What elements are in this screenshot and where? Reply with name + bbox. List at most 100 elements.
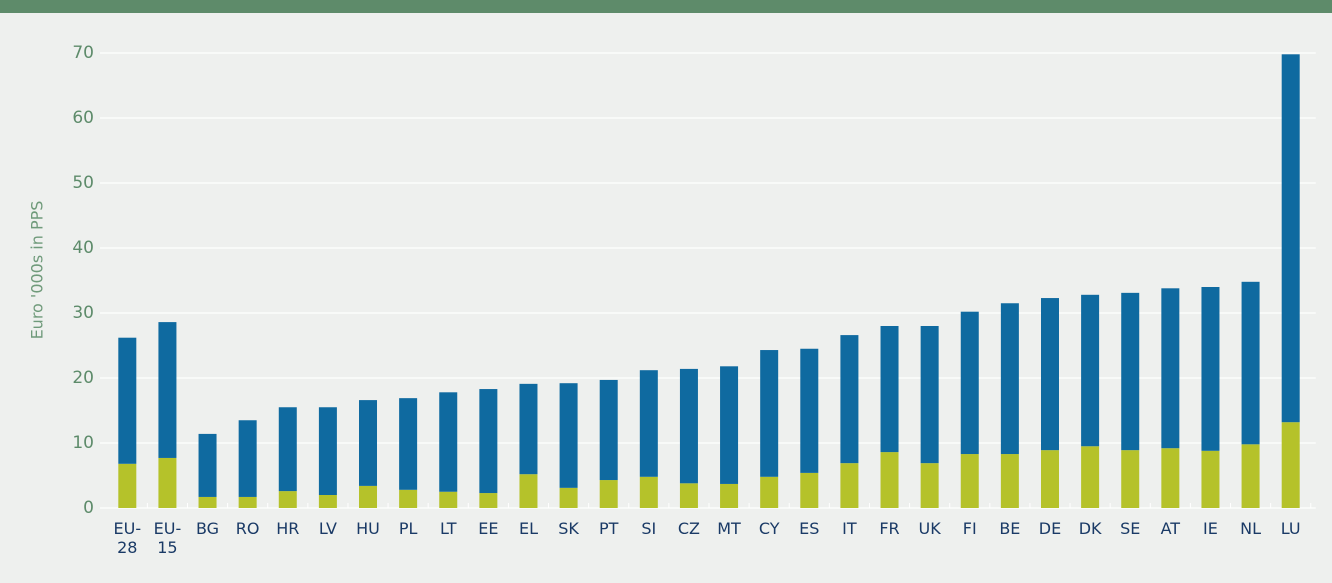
x-tick-label: EU-15: [153, 519, 182, 557]
bar-segment: [1201, 450, 1220, 508]
bar-segment: [880, 326, 899, 453]
bar-segment: [198, 496, 217, 508]
bar-segment: [1040, 450, 1059, 508]
x-tick-label: SE: [1120, 519, 1141, 538]
y-tick-label: 30: [72, 303, 94, 323]
bar-segment: [1241, 444, 1260, 508]
bar-segment: [1161, 288, 1180, 449]
y-tick-label: 60: [72, 108, 94, 128]
bar-segment: [1000, 303, 1019, 455]
x-tick-label: DE: [1038, 519, 1062, 538]
bar-segment: [118, 463, 137, 508]
x-tick-label: UK: [918, 519, 941, 538]
bar-segment: [158, 457, 177, 508]
bar-segment: [519, 383, 538, 475]
bar-segment: [479, 493, 498, 508]
y-tick-label: 40: [72, 238, 94, 258]
x-tick-label: PL: [398, 519, 418, 538]
bar-segment: [840, 335, 859, 464]
y-tick-label: 70: [72, 43, 94, 63]
bar-segment: [278, 491, 297, 508]
top-band: [0, 0, 1332, 13]
bar-segment: [559, 383, 578, 488]
bar-segment: [800, 472, 819, 508]
x-tick-label: BG: [195, 519, 220, 538]
bar-segment: [599, 379, 618, 481]
x-tick-label: HR: [276, 519, 300, 538]
bar-segment: [880, 452, 899, 508]
bar-segment: [118, 337, 137, 464]
x-tick-label: EL: [518, 519, 538, 538]
bar-segment: [960, 311, 979, 455]
bar-segment: [720, 483, 739, 508]
bar-segment: [359, 400, 378, 486]
x-tick-label: IE: [1203, 519, 1218, 538]
x-tick-label: BE: [999, 519, 1021, 538]
bar-segment: [639, 476, 658, 508]
bar-segment: [399, 398, 418, 490]
x-tick-label: ES: [799, 519, 820, 538]
bar-segment: [920, 326, 939, 464]
x-tick-label: MT: [717, 519, 741, 538]
bar-segment: [278, 407, 297, 492]
y-axis-label: Euro '000s in PPS: [28, 201, 47, 340]
bar-segment: [359, 485, 378, 508]
bar-segment: [679, 483, 698, 508]
bar-segment: [439, 491, 458, 508]
bar-segment: [639, 370, 658, 477]
y-tick-label: 0: [83, 498, 94, 518]
x-tick-label: CY: [758, 519, 780, 538]
bar-segment: [1121, 450, 1140, 508]
bar-segment: [800, 348, 819, 473]
bar-segment: [318, 495, 337, 508]
bar-segment: [1201, 287, 1220, 451]
bar-segment: [1161, 448, 1180, 508]
x-tick-label: PT: [598, 519, 619, 538]
x-tick-label: EU-28: [113, 519, 142, 557]
bar-segment: [1081, 446, 1100, 508]
x-tick-label: AT: [1160, 519, 1181, 538]
bar-segment: [960, 454, 979, 508]
bar-segment: [760, 476, 779, 508]
x-tick-label: HU: [356, 519, 380, 538]
bar-segment: [1241, 281, 1260, 445]
y-tick-label: 10: [72, 433, 94, 453]
x-tick-label: SK: [558, 519, 579, 538]
x-tick-label: LT: [439, 519, 457, 538]
bar-segment: [840, 463, 859, 508]
bar-segment: [238, 420, 257, 497]
bar-segment: [1121, 292, 1140, 451]
x-tick-label: RO: [235, 519, 260, 538]
bar-segment: [158, 322, 177, 458]
bar-segment: [238, 496, 257, 508]
bar-segment: [439, 392, 458, 492]
x-tick-label: IT: [842, 519, 857, 538]
bar-segment: [1281, 54, 1300, 423]
bar-segment: [399, 489, 418, 508]
x-tick-label: FR: [879, 519, 900, 538]
bar-segment: [1000, 454, 1019, 508]
x-tick-label: EE: [478, 519, 499, 538]
y-tick-label: 20: [72, 368, 94, 388]
x-tick-label: LU: [1280, 519, 1301, 538]
x-tick-label: FI: [962, 519, 977, 538]
x-tick-label: NL: [1240, 519, 1261, 538]
bar-segment: [720, 366, 739, 484]
y-tick-label: 50: [72, 173, 94, 193]
x-tick-label: DK: [1078, 519, 1102, 538]
x-tick-label: LV: [318, 519, 337, 538]
x-tick-label: SI: [641, 519, 657, 538]
bar-segment: [1081, 294, 1100, 447]
bar-segment: [920, 463, 939, 508]
bar-segment: [559, 487, 578, 508]
bar-segment: [1281, 422, 1300, 508]
bar-segment: [599, 480, 618, 508]
bar-segment: [198, 433, 217, 497]
bar-segment: [760, 350, 779, 477]
bar-segment: [479, 389, 498, 494]
x-tick-label: CZ: [677, 519, 700, 538]
bar-segment: [1040, 298, 1059, 451]
